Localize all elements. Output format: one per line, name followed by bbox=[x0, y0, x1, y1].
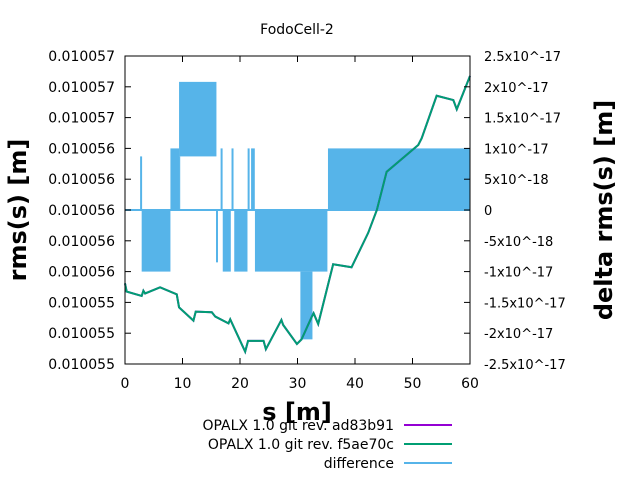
y2-tick-label: 1x10^-17 bbox=[484, 142, 549, 157]
axes: 0 10 20 30 40 50 60 0.010057 0.010057 0.010057 0.0… bbox=[48, 49, 566, 392]
x-tick-label: 30 bbox=[289, 376, 307, 392]
x-tick-label: 0 bbox=[121, 376, 130, 392]
y-tick-label: 0.010056 bbox=[48, 203, 115, 219]
x-tick-label: 20 bbox=[231, 376, 249, 392]
difference-band bbox=[179, 156, 181, 210]
difference-band bbox=[327, 148, 470, 210]
y-tick-label: 0.010056 bbox=[48, 265, 115, 281]
series-line-f5ae70c bbox=[124, 75, 471, 355]
y-tick-label: 0.010055 bbox=[48, 295, 115, 311]
x-tick-label: 10 bbox=[174, 376, 192, 392]
y-tick-label: 0.010057 bbox=[48, 80, 115, 96]
y2-tick-label: 2.5x10^-17 bbox=[484, 50, 561, 65]
difference-band bbox=[222, 210, 231, 272]
y-tick-label: 0.010057 bbox=[48, 111, 115, 127]
difference-band bbox=[141, 210, 171, 272]
y-axis-label: rms(s) [m] bbox=[4, 139, 32, 282]
chart-title: FodoCell-2 bbox=[260, 22, 334, 38]
y2-tick-label: 0 bbox=[484, 204, 492, 219]
y-tick-label: 0.010056 bbox=[48, 234, 115, 250]
y-tick-label: 0.010055 bbox=[48, 326, 115, 342]
x-tick-label: 50 bbox=[404, 376, 422, 392]
legend-label: difference bbox=[324, 456, 394, 472]
y2-tick-label: 5x10^-18 bbox=[484, 173, 549, 188]
y2-tick-label: -2.5x10^-17 bbox=[484, 358, 566, 373]
y-tick-label: 0.010056 bbox=[48, 172, 115, 188]
y2-tick-label: -5x10^-18 bbox=[484, 235, 553, 250]
rms-series bbox=[124, 75, 471, 355]
x-tick-label: 40 bbox=[346, 376, 364, 392]
y2-tick-label: -2x10^-17 bbox=[484, 327, 553, 342]
y-tick-label: 0.010057 bbox=[48, 49, 115, 65]
legend-label: OPALX 1.0 git rev. f5ae70c bbox=[208, 437, 394, 453]
y2-tick-label: -1x10^-17 bbox=[484, 266, 553, 281]
difference-band bbox=[234, 210, 248, 272]
y2-tick-label: 2x10^-17 bbox=[484, 81, 549, 96]
y2-axis-label: delta rms(s) [m] bbox=[590, 100, 618, 320]
x-tick-label: 60 bbox=[461, 376, 479, 392]
y2-tick-label: 1.5x10^-17 bbox=[484, 112, 561, 127]
legend-label: OPALX 1.0 git rev. ad83b91 bbox=[202, 418, 394, 434]
difference-band bbox=[170, 148, 180, 210]
legend: OPALX 1.0 git rev. ad83b91 OPALX 1.0 git … bbox=[202, 418, 452, 472]
difference-band bbox=[254, 210, 328, 272]
x-axis-label: s [m] bbox=[262, 398, 332, 426]
y-tick-label: 0.010056 bbox=[48, 141, 115, 157]
difference-band bbox=[179, 81, 217, 157]
difference-series bbox=[125, 81, 470, 340]
y2-tick-label: -1.5x10^-17 bbox=[484, 296, 566, 311]
y-tick-label: 0.010055 bbox=[48, 357, 115, 373]
